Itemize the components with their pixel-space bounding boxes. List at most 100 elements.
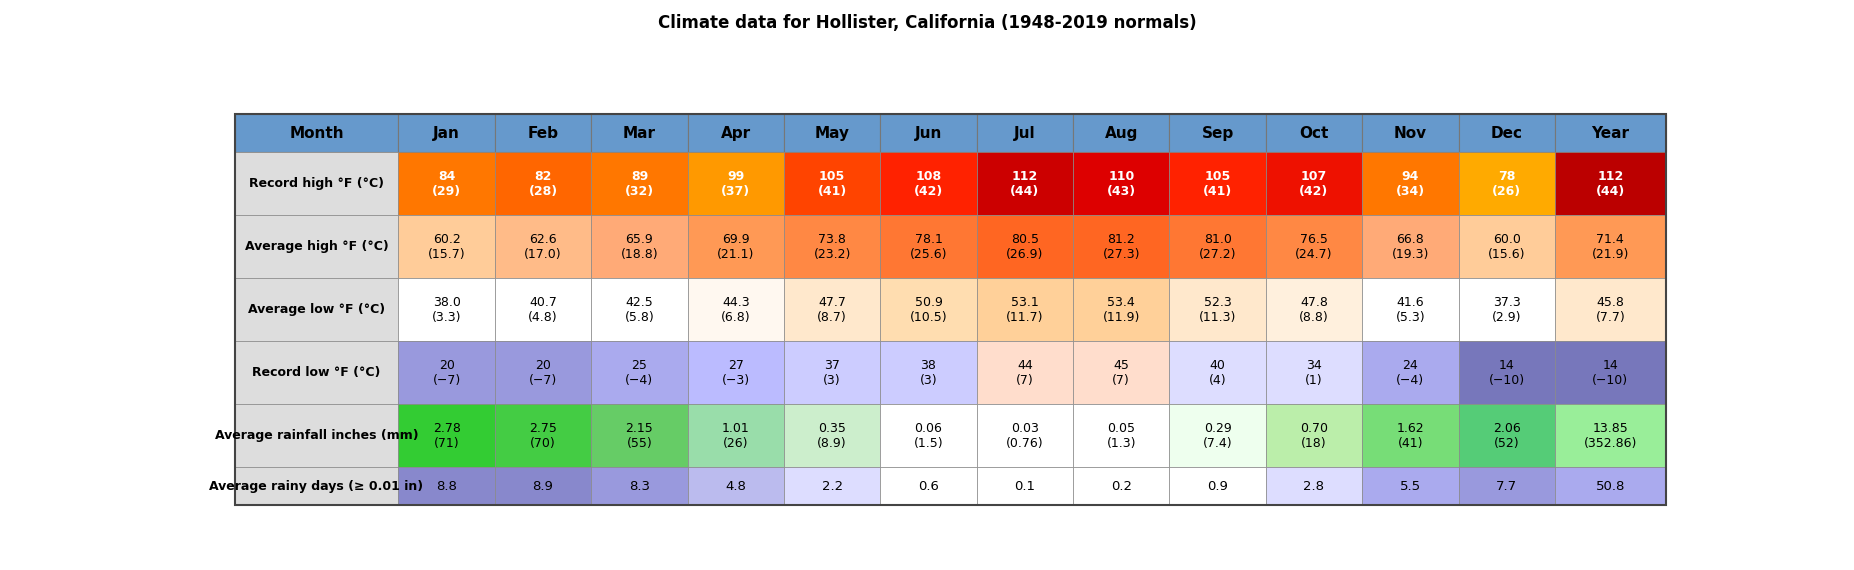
Text: 38.0
(3.3): 38.0 (3.3) bbox=[432, 295, 462, 324]
FancyBboxPatch shape bbox=[1459, 115, 1556, 152]
FancyBboxPatch shape bbox=[688, 278, 784, 341]
FancyBboxPatch shape bbox=[399, 115, 495, 152]
FancyBboxPatch shape bbox=[235, 115, 399, 152]
FancyBboxPatch shape bbox=[495, 467, 591, 505]
Text: 0.1: 0.1 bbox=[1014, 480, 1035, 492]
FancyBboxPatch shape bbox=[1459, 467, 1556, 505]
Text: 0.70
(18): 0.70 (18) bbox=[1300, 422, 1327, 450]
FancyBboxPatch shape bbox=[1459, 215, 1556, 278]
FancyBboxPatch shape bbox=[1170, 115, 1266, 152]
FancyBboxPatch shape bbox=[1556, 341, 1665, 404]
Text: 84
(29): 84 (29) bbox=[432, 169, 462, 198]
FancyBboxPatch shape bbox=[1266, 341, 1363, 404]
FancyBboxPatch shape bbox=[1073, 404, 1170, 467]
FancyBboxPatch shape bbox=[495, 152, 591, 215]
FancyBboxPatch shape bbox=[1363, 278, 1459, 341]
Text: Jun: Jun bbox=[914, 126, 942, 141]
Text: 4.8: 4.8 bbox=[725, 480, 745, 492]
FancyBboxPatch shape bbox=[784, 341, 881, 404]
Text: 81.0
(27.2): 81.0 (27.2) bbox=[1200, 233, 1237, 261]
Text: 0.06
(1.5): 0.06 (1.5) bbox=[914, 422, 944, 450]
Text: 13.85
(352.86): 13.85 (352.86) bbox=[1583, 422, 1637, 450]
FancyBboxPatch shape bbox=[977, 404, 1073, 467]
Text: Aug: Aug bbox=[1105, 126, 1138, 141]
FancyBboxPatch shape bbox=[1363, 115, 1459, 152]
Text: 60.0
(15.6): 60.0 (15.6) bbox=[1489, 233, 1526, 261]
Text: 0.6: 0.6 bbox=[918, 480, 938, 492]
Text: 0.2: 0.2 bbox=[1111, 480, 1131, 492]
FancyBboxPatch shape bbox=[1363, 341, 1459, 404]
Text: Climate data for Hollister, California (1948-2019 normals): Climate data for Hollister, California (… bbox=[658, 14, 1196, 32]
Text: Jul: Jul bbox=[1014, 126, 1036, 141]
Text: 2.75
(70): 2.75 (70) bbox=[528, 422, 556, 450]
FancyBboxPatch shape bbox=[235, 467, 399, 505]
FancyBboxPatch shape bbox=[235, 152, 399, 215]
FancyBboxPatch shape bbox=[688, 215, 784, 278]
Text: 89
(32): 89 (32) bbox=[625, 169, 654, 198]
FancyBboxPatch shape bbox=[784, 467, 881, 505]
Text: Average rainy days (≥ 0.01 in): Average rainy days (≥ 0.01 in) bbox=[210, 480, 423, 492]
Text: 108
(42): 108 (42) bbox=[914, 169, 944, 198]
Text: 1.01
(26): 1.01 (26) bbox=[721, 422, 749, 450]
Text: 105
(41): 105 (41) bbox=[1203, 169, 1233, 198]
Text: 80.5
(26.9): 80.5 (26.9) bbox=[1007, 233, 1044, 261]
Text: Sep: Sep bbox=[1201, 126, 1233, 141]
Text: 27
(−3): 27 (−3) bbox=[721, 359, 749, 387]
FancyBboxPatch shape bbox=[1556, 404, 1665, 467]
FancyBboxPatch shape bbox=[1363, 404, 1459, 467]
Text: 47.8
(8.8): 47.8 (8.8) bbox=[1300, 295, 1329, 324]
Text: 2.8: 2.8 bbox=[1303, 480, 1324, 492]
FancyBboxPatch shape bbox=[1459, 278, 1556, 341]
Text: 0.9: 0.9 bbox=[1207, 480, 1227, 492]
FancyBboxPatch shape bbox=[688, 152, 784, 215]
Text: 37.3
(2.9): 37.3 (2.9) bbox=[1492, 295, 1522, 324]
Text: 76.5
(24.7): 76.5 (24.7) bbox=[1296, 233, 1333, 261]
FancyBboxPatch shape bbox=[688, 115, 784, 152]
Text: 0.05
(1.3): 0.05 (1.3) bbox=[1107, 422, 1137, 450]
FancyBboxPatch shape bbox=[881, 467, 977, 505]
FancyBboxPatch shape bbox=[235, 278, 399, 341]
FancyBboxPatch shape bbox=[881, 215, 977, 278]
FancyBboxPatch shape bbox=[1073, 341, 1170, 404]
Text: Average high °F (°C): Average high °F (°C) bbox=[245, 241, 389, 253]
Text: 41.6
(5.3): 41.6 (5.3) bbox=[1396, 295, 1426, 324]
FancyBboxPatch shape bbox=[1363, 152, 1459, 215]
Text: 14
(−10): 14 (−10) bbox=[1489, 359, 1524, 387]
Text: 78
(26): 78 (26) bbox=[1492, 169, 1522, 198]
Text: 2.06
(52): 2.06 (52) bbox=[1492, 422, 1520, 450]
Text: Jan: Jan bbox=[434, 126, 460, 141]
Text: 2.15
(55): 2.15 (55) bbox=[625, 422, 653, 450]
Text: 50.8: 50.8 bbox=[1596, 480, 1624, 492]
FancyBboxPatch shape bbox=[591, 404, 688, 467]
Text: 2.2: 2.2 bbox=[821, 480, 844, 492]
FancyBboxPatch shape bbox=[1556, 278, 1665, 341]
Text: 8.3: 8.3 bbox=[629, 480, 651, 492]
FancyBboxPatch shape bbox=[688, 467, 784, 505]
FancyBboxPatch shape bbox=[881, 115, 977, 152]
Text: May: May bbox=[814, 126, 849, 141]
Text: 14
(−10): 14 (−10) bbox=[1593, 359, 1628, 387]
FancyBboxPatch shape bbox=[1556, 115, 1665, 152]
Text: 34
(1): 34 (1) bbox=[1305, 359, 1322, 387]
Text: Year: Year bbox=[1591, 126, 1630, 141]
Text: 45.8
(7.7): 45.8 (7.7) bbox=[1596, 295, 1626, 324]
FancyBboxPatch shape bbox=[1556, 215, 1665, 278]
Text: 62.6
(17.0): 62.6 (17.0) bbox=[525, 233, 562, 261]
Text: 45
(7): 45 (7) bbox=[1112, 359, 1131, 387]
Text: Record high °F (°C): Record high °F (°C) bbox=[248, 177, 384, 190]
FancyBboxPatch shape bbox=[1459, 341, 1556, 404]
Text: 81.2
(27.3): 81.2 (27.3) bbox=[1103, 233, 1140, 261]
FancyBboxPatch shape bbox=[1266, 467, 1363, 505]
Text: 53.4
(11.9): 53.4 (11.9) bbox=[1103, 295, 1140, 324]
Text: 107
(42): 107 (42) bbox=[1300, 169, 1329, 198]
Text: 20
(−7): 20 (−7) bbox=[432, 359, 462, 387]
Text: 44
(7): 44 (7) bbox=[1016, 359, 1035, 387]
FancyBboxPatch shape bbox=[977, 278, 1073, 341]
FancyBboxPatch shape bbox=[495, 215, 591, 278]
Text: 53.1
(11.7): 53.1 (11.7) bbox=[1007, 295, 1044, 324]
Text: 8.9: 8.9 bbox=[532, 480, 554, 492]
FancyBboxPatch shape bbox=[1073, 467, 1170, 505]
FancyBboxPatch shape bbox=[1266, 115, 1363, 152]
Text: Oct: Oct bbox=[1300, 126, 1329, 141]
FancyBboxPatch shape bbox=[784, 215, 881, 278]
